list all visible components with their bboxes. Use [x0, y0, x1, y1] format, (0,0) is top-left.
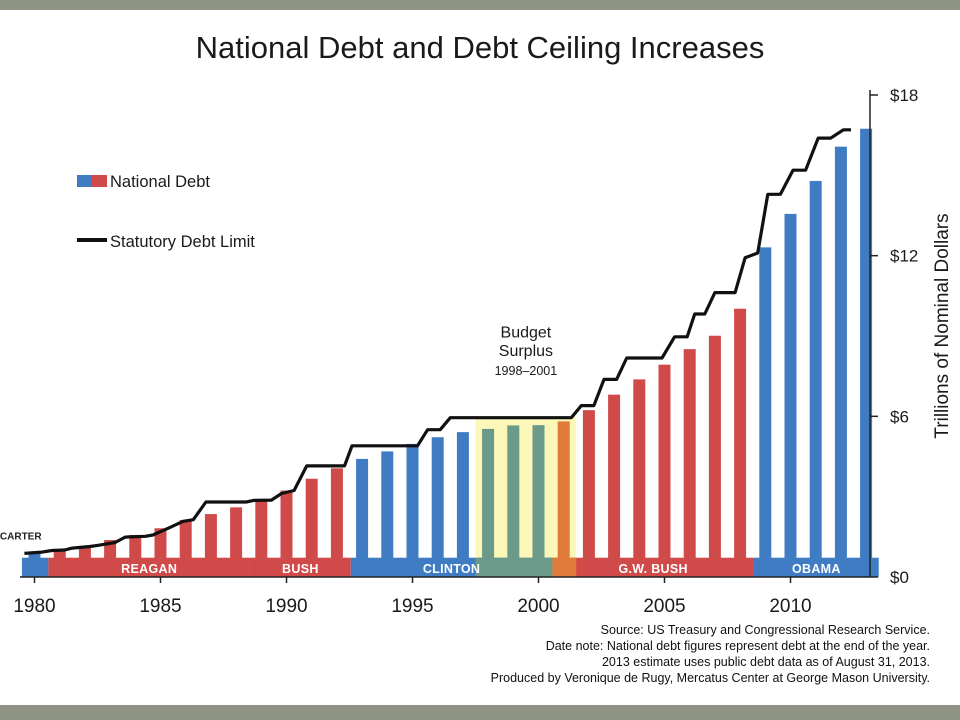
debt-bar-1988 — [230, 507, 243, 577]
y-tick-label-18: $18 — [890, 86, 918, 105]
y-tick-label-0: $0 — [890, 568, 909, 587]
debt-bar-1994 — [381, 451, 394, 577]
chart-title: National Debt and Debt Ceiling Increases — [195, 30, 765, 65]
x-tick-label-1990: 1990 — [265, 596, 307, 617]
debt-bar-2009 — [759, 247, 772, 578]
debt-bar-2013 — [860, 128, 873, 578]
debt-bar-2001 — [557, 421, 570, 577]
presidency-band-reagan — [48, 557, 250, 577]
x-tick-label-1995: 1995 — [391, 596, 433, 617]
debt-bar-2008 — [734, 308, 747, 577]
debt-bar-1991 — [305, 478, 318, 577]
presidency-band-bush — [249, 557, 351, 577]
debt-bar-1989 — [255, 500, 268, 577]
debt-bar-1982 — [78, 546, 91, 577]
y-tick-label-12: $12 — [890, 247, 918, 266]
debt-bar-1999 — [507, 425, 520, 577]
y-tick-label-6: $6 — [890, 407, 909, 426]
source-line-2: Date note: National debt figures represe… — [545, 639, 930, 653]
x-tick-label-2000: 2000 — [517, 596, 559, 617]
debt-bar-1983 — [104, 540, 117, 577]
x-tick-label-1980: 1980 — [13, 596, 55, 617]
debt-bar-2003 — [608, 394, 621, 577]
debt-bar-1990 — [280, 490, 293, 577]
debt-bar-1997 — [456, 432, 469, 577]
legend-label-limit: Statutory Debt Limit — [110, 233, 255, 251]
presidency-label-obama: OBAMA — [792, 562, 841, 576]
debt-limit-line — [24, 128, 851, 555]
surplus-years-label: 1998–2001 — [495, 364, 558, 378]
x-tick-label-2010: 2010 — [769, 596, 811, 617]
debt-bar-1987 — [204, 514, 217, 577]
x-tick-label-2005: 2005 — [643, 596, 685, 617]
legend-swatch-debt-red — [92, 175, 107, 187]
debt-bar-2004 — [633, 379, 646, 577]
debt-bar-2005 — [658, 364, 671, 577]
debt-bar-1980 — [28, 552, 41, 577]
surplus-label-line-1: Budget — [501, 324, 552, 341]
debt-bar-1998 — [482, 428, 495, 577]
x-tick-label-1985: 1985 — [139, 596, 181, 617]
debt-bar-1984 — [129, 534, 142, 577]
debt-bar-1981 — [53, 550, 66, 577]
debt-bar-1985 — [154, 528, 167, 577]
debt-bar-2012 — [834, 146, 847, 578]
debt-bar-1986 — [179, 519, 192, 577]
presidency-label-g-w-bush: G.W. BUSH — [618, 562, 687, 576]
presidency-label-bush: BUSH — [282, 562, 319, 576]
legend-swatch-debt-blue — [77, 175, 92, 187]
debt-bar-2000 — [532, 425, 545, 577]
debt-bar-1995 — [406, 443, 419, 577]
y-axis-label: Trillions of Nominal Dollars — [932, 213, 953, 438]
source-line-4: Produced by Veronique de Rugy, Mercatus … — [490, 671, 930, 685]
debt-bar-2007 — [708, 335, 721, 577]
chart-frame — [0, 10, 960, 705]
presidency-label-clinton: CLINTON — [423, 562, 480, 576]
debt-bar-2010 — [784, 213, 797, 578]
source-line-1: Source: US Treasury and Congressional Re… — [600, 623, 930, 637]
presidency-label-carter: CARTER — [0, 532, 42, 543]
debt-bar-1996 — [431, 437, 444, 577]
surplus-label-line-2: Surplus — [499, 343, 553, 360]
legend-label-debt: National Debt — [110, 173, 210, 191]
debt-bar-1993 — [356, 458, 369, 577]
debt-bar-2011 — [809, 180, 822, 577]
presidency-label-reagan: REAGAN — [121, 562, 177, 576]
source-line-3: 2013 estimate uses public debt data as o… — [601, 655, 930, 669]
debt-bar-2006 — [683, 349, 696, 577]
debt-bar-1992 — [330, 468, 343, 577]
presidency-band-g-w-bush — [552, 557, 754, 577]
debt-bar-2002 — [582, 410, 595, 577]
